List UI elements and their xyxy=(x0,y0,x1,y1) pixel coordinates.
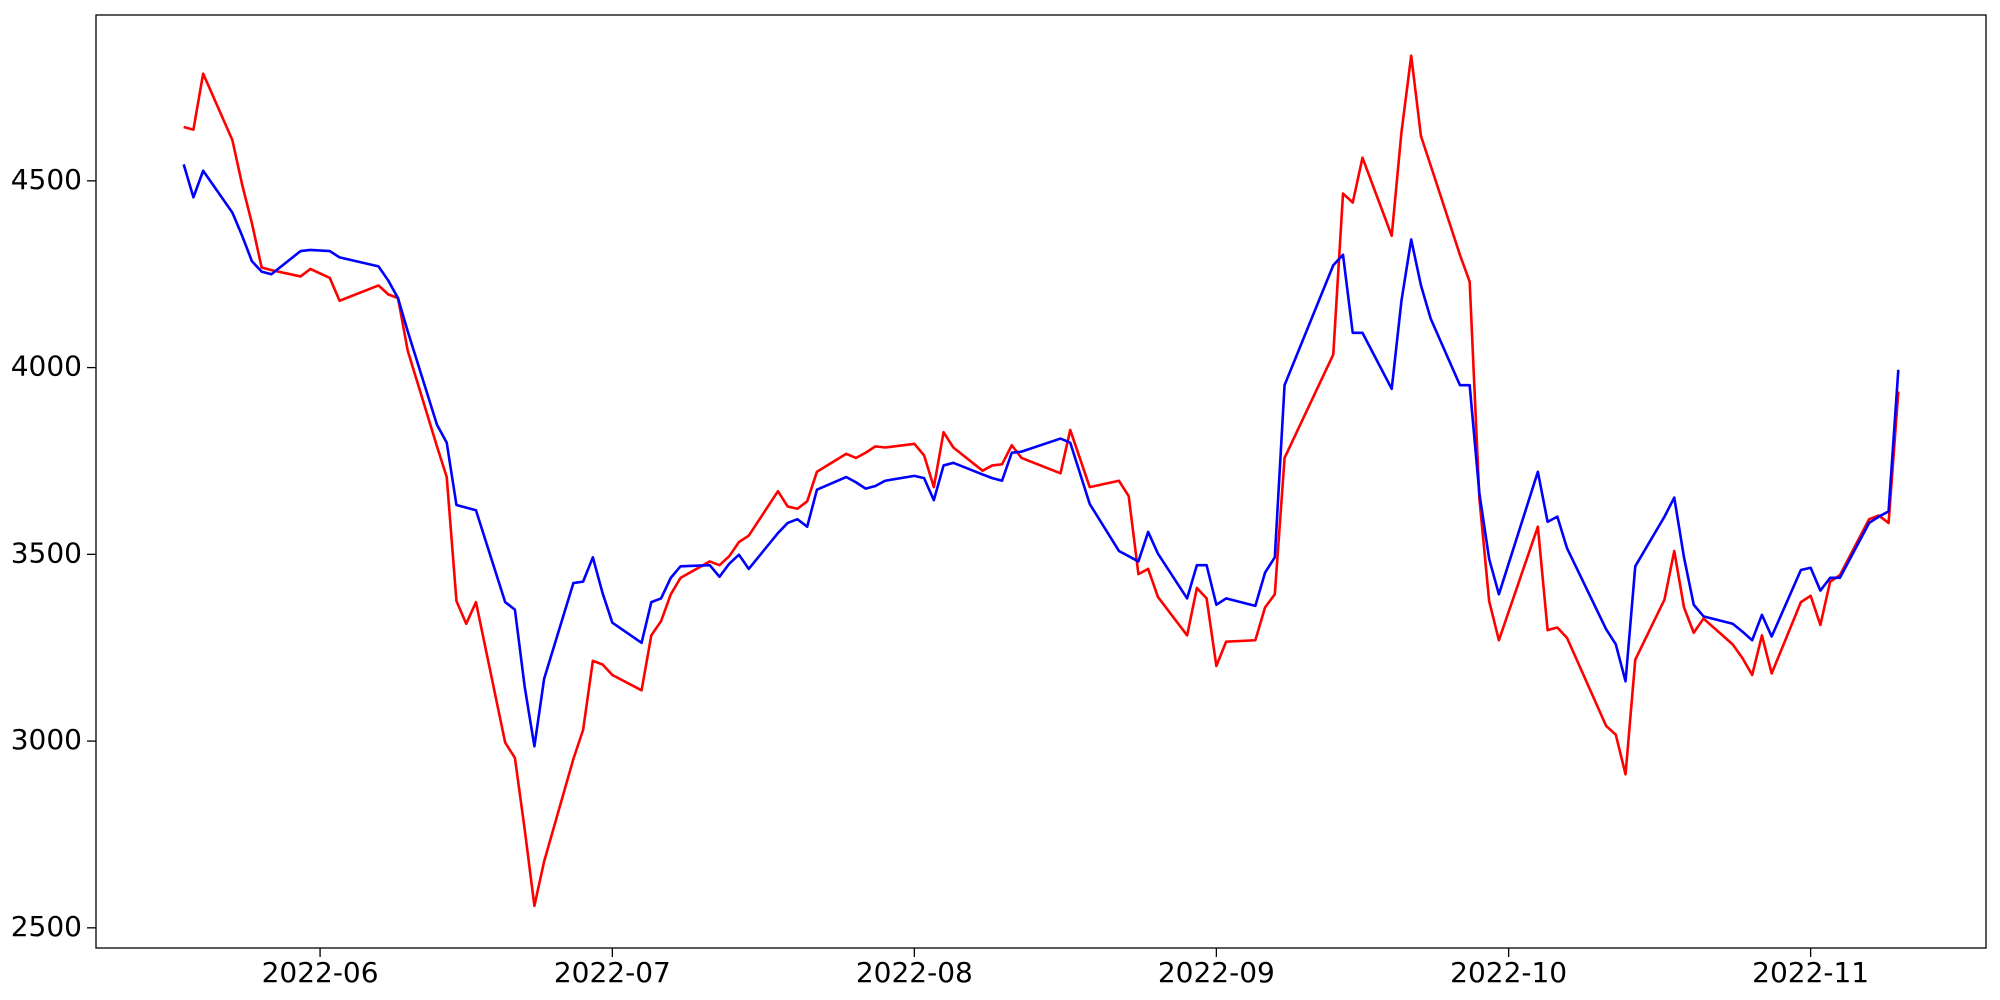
x-tick-label: 2022-06 xyxy=(262,956,379,989)
line-series xyxy=(182,164,1900,748)
x-tick-label: 2022-09 xyxy=(1158,956,1275,989)
y-tick-label: 3500 xyxy=(11,536,82,569)
plot-frame xyxy=(95,14,1987,949)
y-tick-label: 3000 xyxy=(11,723,82,756)
x-tick-label: 2022-10 xyxy=(1450,956,1567,989)
x-tick-label: 2022-08 xyxy=(856,956,973,989)
x-tick-label: 2022-07 xyxy=(554,956,671,989)
line-series xyxy=(183,54,1900,908)
y-tick-label: 4000 xyxy=(11,350,82,383)
y-tick-label: 2500 xyxy=(11,910,82,943)
x-tick-label: 2022-11 xyxy=(1752,956,1869,989)
y-tick-label: 4500 xyxy=(11,163,82,196)
